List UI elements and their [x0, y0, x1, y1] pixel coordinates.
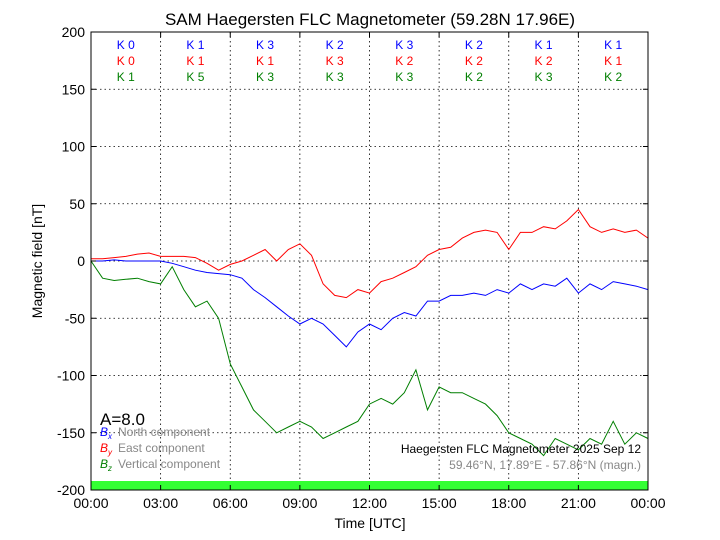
k-index-y: K 1	[256, 54, 274, 68]
x-tick-label: 06:00	[213, 495, 248, 511]
a-index: A=8.0	[100, 410, 145, 429]
y-tick-label: 100	[62, 139, 86, 155]
x-tick-label: 00:00	[630, 495, 665, 511]
x-tick-label: 03:00	[143, 495, 178, 511]
k-index-y: K 1	[604, 54, 622, 68]
k-index-x: K 3	[256, 38, 274, 52]
legend-label: East component	[118, 441, 205, 455]
legend-symbol-base: B	[100, 457, 108, 471]
x-tick-label: 12:00	[352, 495, 387, 511]
k-index-z: K 1	[117, 70, 135, 84]
x-tick-label: 09:00	[282, 495, 317, 511]
legend-symbol-sub: y	[107, 448, 113, 457]
series-line-z	[90, 260, 649, 457]
station-annotation: Haegersten FLC Magnetometer 2025 Sep 12	[401, 442, 641, 456]
x-tick-label: 15:00	[422, 495, 457, 511]
k-index-y: K 2	[465, 54, 483, 68]
y-axis-label: Magnetic field [nT]	[29, 204, 45, 318]
series-line-x	[91, 259, 649, 348]
k-index-x: K 1	[186, 38, 204, 52]
k-index-z: K 3	[395, 70, 413, 84]
legend-label: North component	[118, 425, 211, 439]
k-index-x: K 1	[535, 38, 553, 52]
legend-symbol: Bx	[100, 425, 113, 441]
legend-symbol-sub: z	[107, 464, 112, 473]
legend-symbol-base: B	[100, 425, 108, 439]
y-tick-label: -150	[57, 425, 85, 441]
k-index-z: K 3	[326, 70, 344, 84]
y-tick-label: -200	[57, 482, 85, 498]
k-index-y: K 0	[117, 54, 135, 68]
k-index-z: K 2	[465, 70, 483, 84]
y-tick-label: 200	[62, 24, 86, 40]
k-index-z: K 5	[186, 70, 204, 84]
k-index-x: K 2	[326, 38, 344, 52]
y-tick-label: 150	[62, 81, 86, 97]
chart-title: SAM Haegersten FLC Magnetometer (59.28N …	[165, 10, 575, 29]
legend-symbol: Bz	[100, 457, 112, 473]
y-tick-label: -50	[65, 310, 85, 326]
k-index-x: K 0	[117, 38, 135, 52]
k-index-y: K 3	[326, 54, 344, 68]
legend-symbol: By	[100, 441, 113, 457]
k-index-y: K 2	[535, 54, 553, 68]
series-line-y	[91, 208, 649, 299]
x-tick-label: 21:00	[561, 495, 596, 511]
y-tick-label: 0	[77, 253, 85, 269]
coords-annotation: 59.46°N, 17.89°E - 57.86°N (magn.)	[449, 458, 641, 472]
k-index-x: K 3	[395, 38, 413, 52]
legend-label: Vertical component	[118, 457, 221, 471]
k-index-y: K 2	[395, 54, 413, 68]
x-axis-label: Time [UTC]	[334, 515, 405, 531]
legend-symbol-base: B	[100, 441, 108, 455]
legend-symbol-sub: x	[107, 432, 113, 441]
k-index-x: K 2	[465, 38, 483, 52]
x-tick-label: 18:00	[491, 495, 526, 511]
k-index-z: K 2	[604, 70, 622, 84]
k-index-x: K 1	[604, 38, 622, 52]
y-tick-label: 50	[69, 196, 85, 212]
y-tick-label: -100	[57, 368, 85, 384]
k-index-z: K 3	[535, 70, 553, 84]
x-tick-label: 00:00	[73, 495, 108, 511]
k-index-z: K 3	[256, 70, 274, 84]
k-index-y: K 1	[186, 54, 204, 68]
